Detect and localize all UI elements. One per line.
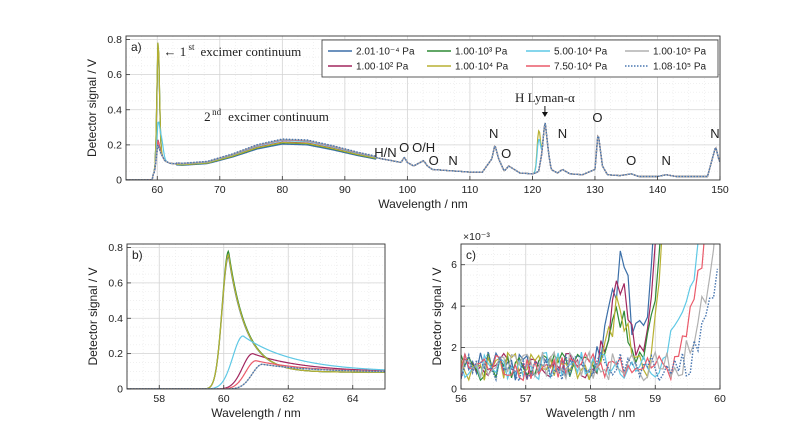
y-tick-label: 0 bbox=[451, 384, 457, 396]
y-tick-label: 0.8 bbox=[107, 34, 122, 46]
y-tick-label: 0.6 bbox=[108, 277, 123, 289]
series-line-b-5 bbox=[127, 335, 385, 389]
second-continuum-main: 2 bbox=[204, 109, 211, 124]
line-label: N bbox=[489, 126, 498, 141]
first-continuum-label: excimer continuum bbox=[201, 44, 302, 59]
x-tick-label: 130 bbox=[586, 184, 604, 196]
y-axis-label: Detector signal / V bbox=[430, 267, 444, 365]
x-axis-label: Wavelength / nm bbox=[546, 406, 636, 420]
y-tick-label: 4 bbox=[451, 301, 457, 313]
lyman-arrow-head bbox=[541, 112, 548, 117]
x-tick-label: 80 bbox=[276, 184, 288, 196]
x-tick-label: 110 bbox=[462, 184, 479, 196]
line-label: N bbox=[710, 126, 719, 141]
y-axis-label: Detector signal / V bbox=[85, 59, 99, 157]
lyman-alpha-label: H Lyman-α bbox=[515, 90, 575, 105]
x-tick-label: 57 bbox=[520, 393, 532, 405]
series-line-c-8 bbox=[461, 268, 719, 383]
series-line-b-8 bbox=[127, 363, 385, 389]
second-continuum-label: excimer continuum bbox=[228, 109, 329, 124]
series-line-c-6 bbox=[461, 244, 705, 382]
line-label: O bbox=[592, 110, 602, 125]
y-tick-label: 0.2 bbox=[108, 348, 123, 360]
line-label: N bbox=[448, 153, 457, 168]
line-label: H/N bbox=[374, 145, 396, 160]
y-tick-label: 0.6 bbox=[107, 69, 122, 81]
legend-entry: 2.01·10⁻⁴ Pa bbox=[356, 47, 415, 58]
series-line-a-8 bbox=[126, 122, 720, 180]
y-tick-label: 0 bbox=[116, 175, 122, 187]
legend-entry: 5.00·10⁴ Pa bbox=[554, 47, 608, 58]
legend-entry: 1.00·10² Pa bbox=[356, 62, 409, 73]
x-axis-label: Wavelength / nm bbox=[211, 406, 301, 420]
y-tick-label: 0.2 bbox=[107, 139, 122, 151]
line-label: O bbox=[399, 140, 409, 155]
line-label: O bbox=[501, 146, 511, 161]
line-label: O bbox=[429, 153, 439, 168]
line-label: O/H bbox=[412, 140, 435, 155]
plot-frame-a bbox=[125, 35, 721, 181]
y-scale-label: ×10⁻³ bbox=[463, 231, 490, 243]
line-label: N bbox=[558, 126, 567, 141]
x-tick-label: 58 bbox=[153, 393, 165, 405]
x-tick-label: 60 bbox=[218, 393, 230, 405]
legend-entry: 1.00·10⁴ Pa bbox=[455, 62, 509, 73]
first-continuum-sup: st bbox=[189, 42, 196, 52]
x-tick-label: 60 bbox=[714, 393, 726, 405]
x-tick-label: 58 bbox=[585, 393, 597, 405]
panel-label: b) bbox=[132, 248, 143, 262]
x-tick-label: 59 bbox=[649, 393, 661, 405]
x-tick-label: 60 bbox=[151, 184, 163, 196]
line-label: N bbox=[662, 153, 671, 168]
series-line-c-7 bbox=[461, 244, 715, 382]
legend-entry: 1.08·10⁵ Pa bbox=[653, 62, 707, 73]
y-tick-label: 0.4 bbox=[107, 104, 122, 116]
y-tick-label: 0.4 bbox=[108, 313, 123, 325]
y-axis-label: Detector signal / V bbox=[86, 267, 100, 365]
x-tick-label: 62 bbox=[282, 393, 294, 405]
x-axis-label: Wavelength / nm bbox=[378, 197, 468, 211]
legend-entry: 1.00·10³ Pa bbox=[455, 47, 508, 58]
x-tick-label: 100 bbox=[399, 184, 417, 196]
series-line-c-4 bbox=[461, 244, 663, 382]
series-line-b-2 bbox=[127, 353, 385, 389]
x-tick-label: 70 bbox=[214, 184, 226, 196]
legend-entry: 7.50·10⁴ Pa bbox=[554, 62, 608, 73]
y-tick-label: 2 bbox=[451, 342, 457, 354]
panel-label: a) bbox=[131, 40, 142, 54]
plot-frame-b bbox=[126, 243, 386, 390]
x-tick-label: 140 bbox=[649, 184, 667, 196]
x-tick-label: 150 bbox=[711, 184, 729, 196]
first-continuum-arrow: ← 1 bbox=[164, 44, 187, 59]
legend-entry: 1.00·10⁵ Pa bbox=[653, 47, 707, 58]
second-continuum-sup: nd bbox=[212, 107, 222, 117]
x-tick-label: 90 bbox=[339, 184, 351, 196]
y-tick-label: 0 bbox=[117, 384, 123, 396]
y-tick-label: 6 bbox=[451, 259, 457, 271]
panel-label: c) bbox=[466, 248, 476, 262]
x-tick-label: 56 bbox=[455, 393, 467, 405]
series-line-b-4 bbox=[127, 253, 385, 389]
plot-frame-c bbox=[460, 243, 721, 390]
legend-box bbox=[321, 39, 719, 78]
x-tick-label: 120 bbox=[524, 184, 542, 196]
x-tick-label: 64 bbox=[347, 393, 359, 405]
line-label: O bbox=[626, 153, 636, 168]
y-tick-label: 0.8 bbox=[108, 242, 123, 254]
